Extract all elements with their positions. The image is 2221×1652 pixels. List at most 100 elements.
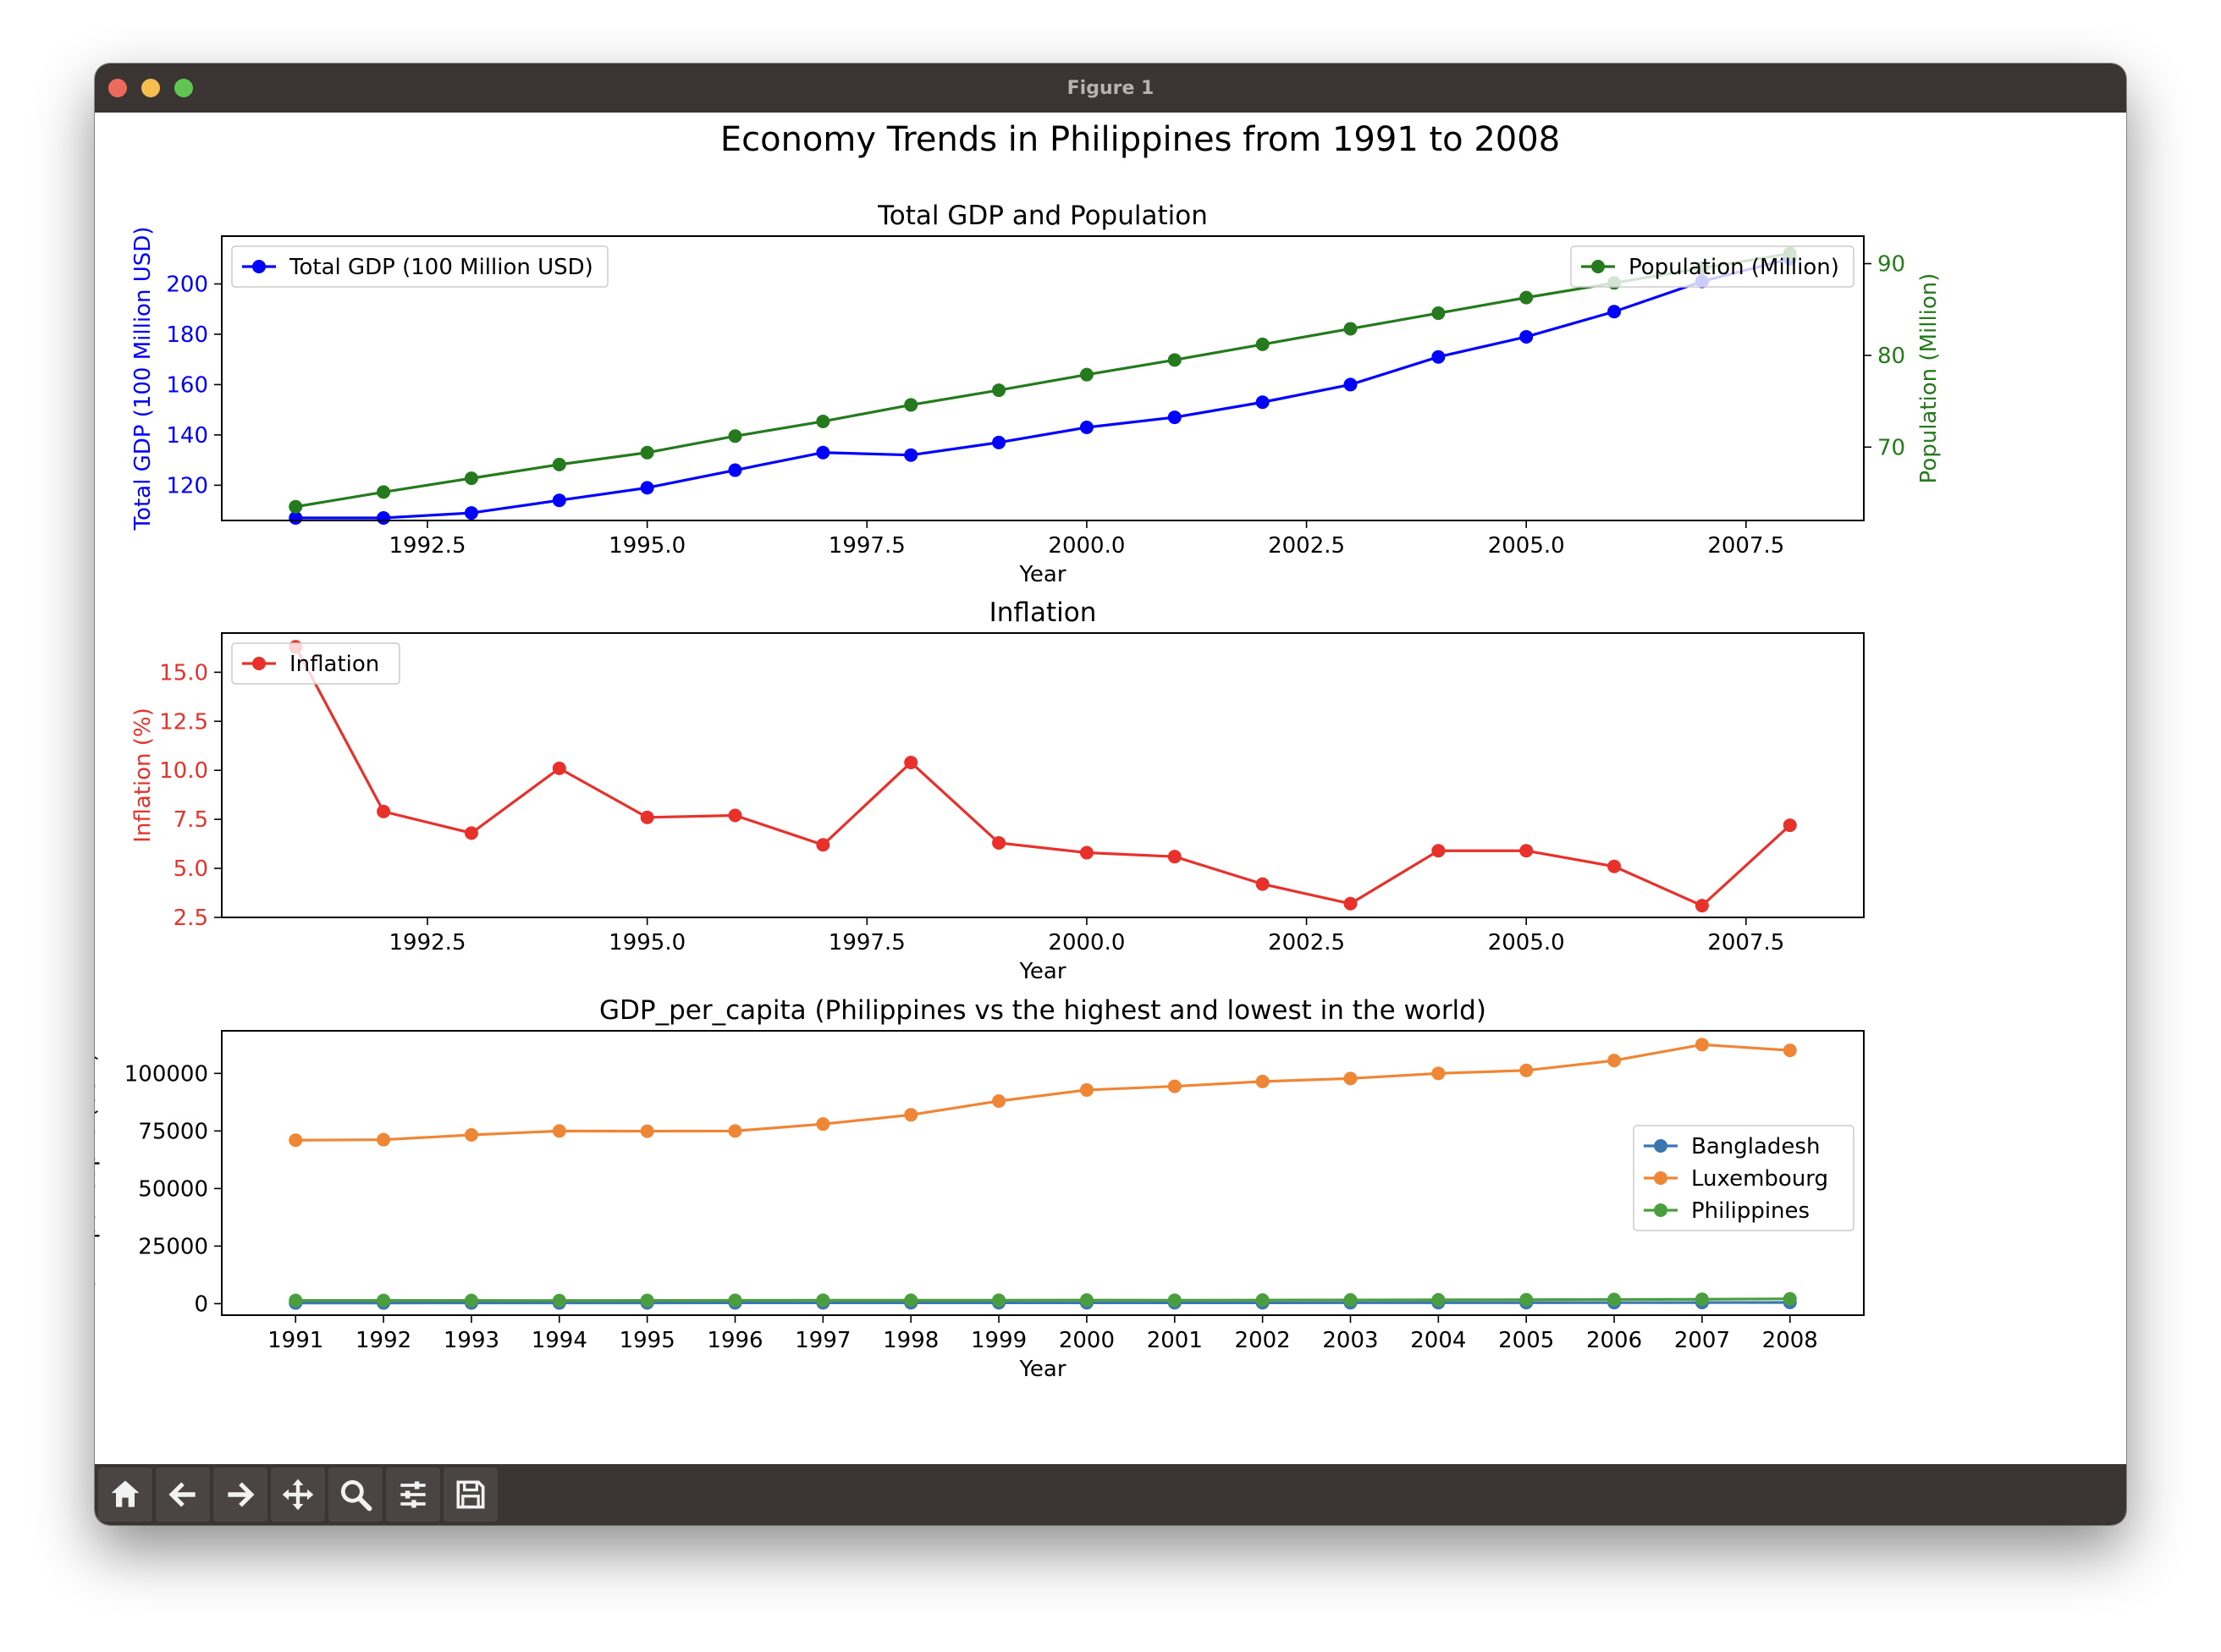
luxembourg-point (728, 1124, 742, 1138)
luxembourg-point (1695, 1038, 1709, 1052)
x-tick-label: 1997.5 (829, 930, 906, 955)
x-axis-label: Year (1018, 959, 1066, 984)
x-tick-label: 1997 (795, 1328, 851, 1353)
philippines-point (904, 1293, 918, 1308)
y-tick-label: 12.5 (159, 709, 208, 735)
x-axis-label: Year (1018, 1357, 1066, 1382)
population-point (289, 499, 303, 514)
legend-marker (1654, 1171, 1667, 1185)
luxembourg-point (1167, 1079, 1182, 1093)
gdp-point (904, 448, 918, 462)
save-button[interactable] (444, 1468, 498, 1522)
configure-subplots-button[interactable] (386, 1468, 440, 1522)
y-tick-label: 15.0 (159, 660, 208, 686)
luxembourg-point (640, 1124, 654, 1138)
luxembourg-point (1783, 1044, 1797, 1058)
y-axis-label: Total GDP (100 Million USD) (130, 227, 156, 531)
inflation-point (552, 761, 566, 775)
luxembourg-point (1519, 1063, 1534, 1077)
population-point (1343, 322, 1358, 336)
x-tick-label: 2000.0 (1048, 930, 1125, 955)
maximize-window-button[interactable] (174, 79, 193, 97)
population-point (1079, 367, 1094, 382)
x-tick-label: 2007.5 (1707, 533, 1784, 559)
x-tick-label: 2005.0 (1488, 930, 1565, 955)
close-window-button[interactable] (108, 79, 127, 97)
legend-label: Luxembourg (1691, 1166, 1828, 1192)
x-tick-label: 2005 (1498, 1328, 1554, 1353)
population-point (552, 457, 566, 471)
pan-button[interactable] (271, 1468, 325, 1522)
gdp-point (816, 445, 830, 460)
home-button[interactable] (98, 1468, 152, 1522)
back-button[interactable] (156, 1468, 210, 1522)
population-point (1255, 337, 1270, 351)
population-point (992, 383, 1006, 398)
configure-subplots-icon (400, 1481, 426, 1508)
legend-marker (1591, 260, 1605, 273)
x-tick-label: 1995 (620, 1328, 675, 1353)
y-axis-label: GDP per Capita (USD) (95, 1053, 101, 1293)
inflation-line (294, 646, 1791, 907)
inflation-point (728, 808, 742, 823)
x-tick-label: 2002.5 (1268, 533, 1345, 559)
legend-label: Bangladesh (1691, 1134, 1820, 1159)
luxembourg-point (377, 1132, 391, 1147)
gdp-point (1343, 377, 1358, 392)
back-arrow-icon (168, 1482, 196, 1507)
x-tick-label: 2002.5 (1268, 930, 1345, 955)
x-tick-label: 2004 (1410, 1328, 1466, 1353)
population-point (1519, 290, 1534, 305)
legend-box (231, 245, 609, 288)
legend-box (231, 642, 400, 685)
y-tick-label: 0 (194, 1291, 208, 1317)
x-tick-label: 2007.5 (1707, 930, 1784, 955)
x-axis-label: Year (1018, 562, 1066, 587)
philippines-point (1167, 1293, 1182, 1308)
x-tick-label: 1992 (355, 1328, 411, 1353)
y-tick-label: 200 (166, 272, 208, 297)
x-tick-label: 1994 (532, 1328, 587, 1353)
philippines-point (728, 1293, 742, 1308)
y-tick-label: 2.5 (174, 906, 208, 931)
y2-tick-label: 70 (1877, 435, 1905, 460)
x-tick-label: 2007 (1674, 1328, 1730, 1353)
x-tick-label: 2002 (1235, 1328, 1291, 1353)
luxembourg-point (464, 1127, 478, 1142)
population-line (295, 252, 1791, 509)
philippines-point (1695, 1292, 1709, 1307)
minimize-window-button[interactable] (141, 79, 160, 97)
luxembourg-point (992, 1093, 1006, 1108)
philippines-point (1783, 1291, 1797, 1306)
title-bar: Figure 1 (95, 63, 2126, 113)
legend-marker (1654, 1139, 1667, 1153)
gdp-point (640, 481, 654, 495)
inflation-point (1167, 850, 1182, 864)
philippines-point (552, 1293, 566, 1308)
luxembourg-point (552, 1124, 566, 1138)
inflation-point (1695, 899, 1709, 913)
zoom-button[interactable] (328, 1468, 383, 1522)
figure-title: Economy Trends in Philippines from 1991 … (720, 120, 1560, 159)
population-point (464, 471, 478, 486)
inflation-point (640, 810, 654, 824)
inflation-point (992, 835, 1006, 850)
legend-label: Population (Million) (1629, 255, 1839, 280)
bangladesh-line (295, 1301, 1790, 1305)
population-point (640, 445, 654, 460)
philippines-point (1079, 1293, 1094, 1308)
x-tick-label: 1993 (444, 1328, 499, 1353)
gdp-point (1079, 420, 1094, 434)
population-point (1167, 353, 1182, 367)
subplot-title: Inflation (989, 597, 1097, 628)
forward-button[interactable] (213, 1468, 267, 1522)
gdp-per-capita-axes (221, 1030, 1865, 1316)
home-icon (111, 1480, 140, 1507)
inflation-point (904, 755, 918, 769)
y2-tick-label: 80 (1877, 344, 1905, 369)
legend-label: Inflation (289, 652, 379, 677)
philippines-point (992, 1293, 1006, 1308)
y-tick-label: 7.5 (174, 807, 208, 833)
population-point (377, 485, 391, 499)
x-tick-label: 1992.5 (389, 533, 466, 559)
